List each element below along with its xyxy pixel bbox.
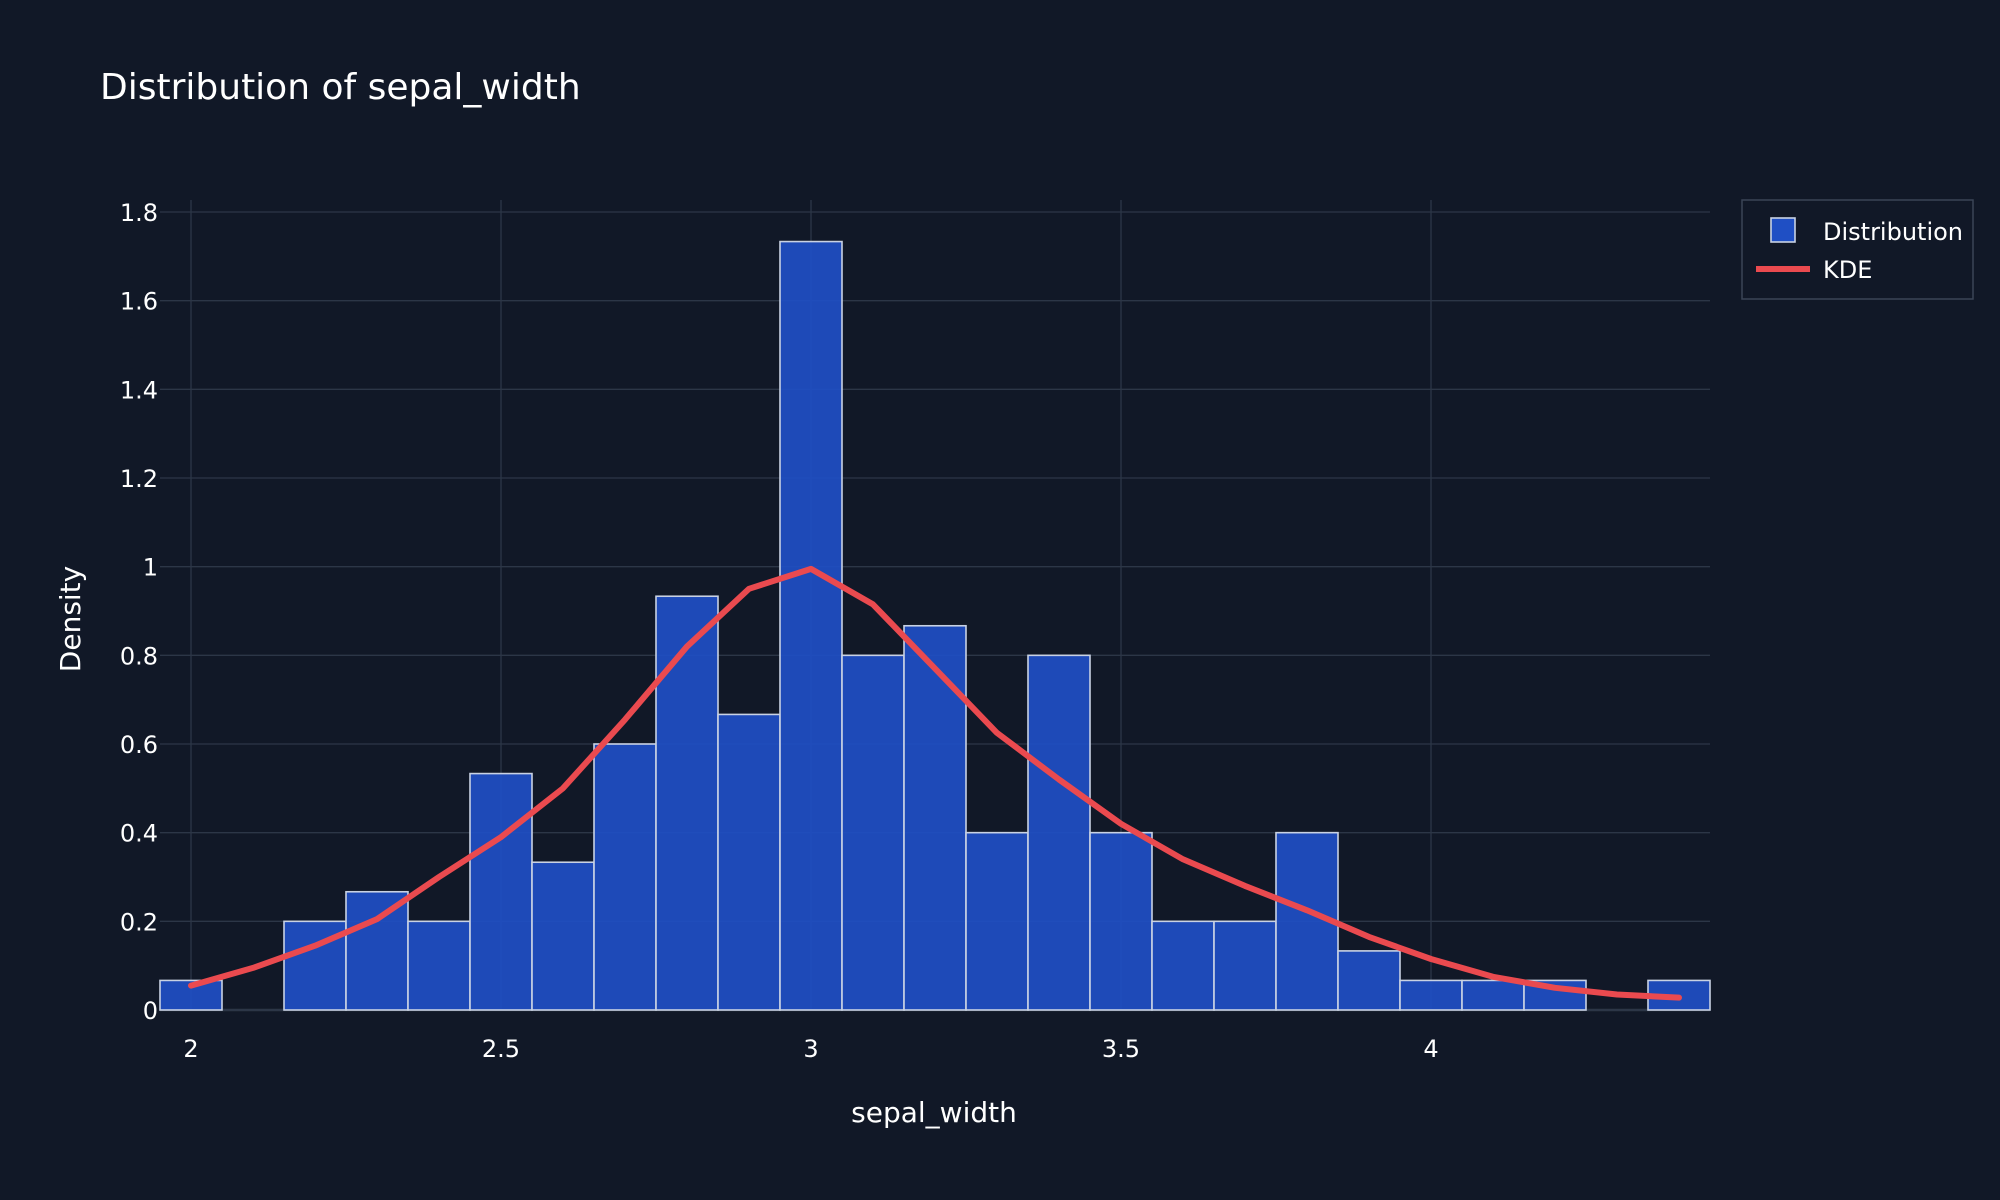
legend-label-kde[interactable]: KDE bbox=[1823, 256, 1872, 284]
y-tick-label: 0.2 bbox=[120, 908, 158, 936]
histogram-bar[interactable] bbox=[1337, 950, 1401, 1011]
histogram-bar[interactable] bbox=[655, 595, 719, 1011]
y-tick-label: 0.8 bbox=[120, 642, 158, 670]
histogram-bar[interactable] bbox=[345, 890, 409, 1011]
histogram-bar[interactable] bbox=[779, 240, 843, 1011]
y-tick-label: 1 bbox=[143, 554, 158, 582]
histogram-bar[interactable] bbox=[407, 920, 471, 1011]
histogram-bar[interactable] bbox=[469, 772, 533, 1011]
histogram-bar[interactable] bbox=[1151, 920, 1215, 1011]
kde-line[interactable] bbox=[188, 565, 1682, 1001]
x-tick-label: 4 bbox=[1423, 1035, 1438, 1063]
y-axis-ticks: 0 0.2 0.4 0.6 0.8 1 1.2 1.4 1.6 1.8 bbox=[120, 199, 158, 1025]
y-axis-title: Density bbox=[54, 566, 87, 672]
histogram-bar[interactable] bbox=[1027, 654, 1091, 1011]
histogram-bar[interactable] bbox=[531, 861, 595, 1011]
histogram-bar[interactable] bbox=[1089, 831, 1153, 1011]
histogram-bar[interactable] bbox=[1461, 979, 1525, 1011]
x-tick-label: 2.5 bbox=[482, 1035, 520, 1063]
x-tick-label: 2 bbox=[183, 1035, 198, 1063]
histogram-bar[interactable] bbox=[965, 831, 1029, 1011]
histogram-bar[interactable] bbox=[717, 713, 781, 1011]
x-axis-ticks: 2 2.5 3 3.5 4 bbox=[183, 1035, 1438, 1063]
histogram-bars bbox=[159, 240, 1711, 1011]
histogram-bar[interactable] bbox=[1399, 979, 1463, 1011]
chart-title: Distribution of sepal_width bbox=[100, 67, 581, 108]
legend[interactable]: Distribution KDE bbox=[1741, 199, 1974, 300]
legend-swatch-distribution[interactable] bbox=[1770, 217, 1796, 243]
x-axis-title: sepal_width bbox=[851, 1096, 1017, 1129]
histogram-bar[interactable] bbox=[593, 743, 657, 1011]
x-tick-label: 3.5 bbox=[1102, 1035, 1140, 1063]
y-tick-label: 0 bbox=[143, 997, 158, 1025]
y-tick-label: 1.8 bbox=[120, 199, 158, 227]
kde-layer bbox=[188, 565, 1682, 1001]
legend-frame bbox=[1741, 199, 1974, 300]
y-tick-label: 0.4 bbox=[120, 820, 158, 848]
y-tick-label: 1.2 bbox=[120, 465, 158, 493]
histogram-bar[interactable] bbox=[841, 654, 905, 1011]
y-tick-label: 1.4 bbox=[120, 376, 158, 404]
legend-label-distribution[interactable]: Distribution bbox=[1823, 218, 1963, 246]
histogram-bar[interactable] bbox=[903, 624, 967, 1011]
histogram-bar[interactable] bbox=[1213, 920, 1277, 1011]
y-tick-label: 0.6 bbox=[120, 731, 158, 759]
y-tick-label: 1.6 bbox=[120, 288, 158, 316]
x-tick-label: 3 bbox=[803, 1035, 818, 1063]
